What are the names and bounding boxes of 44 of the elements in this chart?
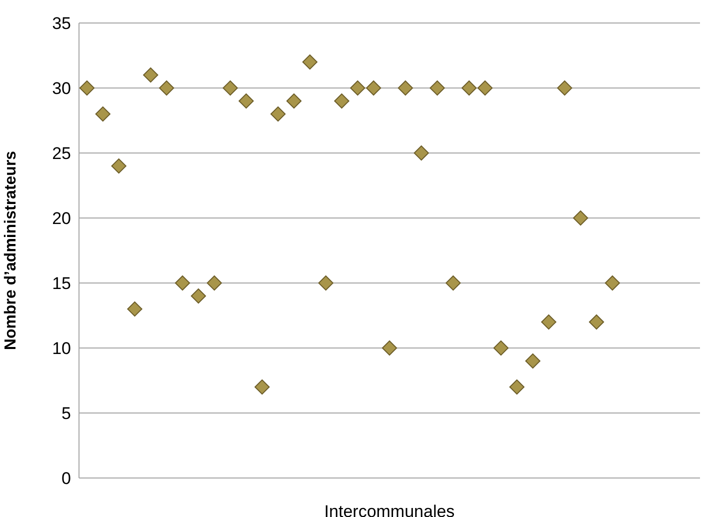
- point: [190, 288, 206, 304]
- y-tick-label: 10: [52, 339, 71, 358]
- x-axis-title: Intercommunales: [324, 502, 455, 517]
- point: [222, 80, 238, 96]
- point: [493, 340, 509, 356]
- point: [382, 340, 398, 356]
- point: [318, 275, 334, 291]
- point: [254, 379, 270, 395]
- y-tick-label: 5: [62, 404, 71, 424]
- y-tick-label: 25: [52, 144, 71, 164]
- point: [588, 314, 604, 330]
- point: [541, 314, 556, 330]
- point: [430, 80, 445, 96]
- point: [302, 54, 318, 70]
- point: [334, 93, 350, 109]
- point: [604, 275, 620, 291]
- point: [446, 275, 461, 291]
- point: [238, 93, 254, 109]
- y-tick-label: 30: [52, 79, 71, 98]
- point: [270, 106, 286, 122]
- point: [366, 80, 382, 96]
- point: [414, 145, 429, 161]
- point: [398, 80, 413, 96]
- point: [477, 80, 493, 96]
- point: [525, 353, 540, 369]
- point: [286, 93, 302, 109]
- point: [206, 275, 222, 291]
- point: [111, 158, 126, 174]
- point: [573, 210, 588, 226]
- point: [174, 275, 190, 291]
- point: [557, 80, 572, 96]
- y-tick-label: 20: [52, 209, 71, 228]
- point: [350, 80, 366, 96]
- y-axis-title: Nombre d’administrateurs: [2, 150, 20, 350]
- point: [509, 379, 524, 395]
- y-tick-label: 15: [52, 274, 71, 294]
- point: [79, 80, 95, 96]
- point: [143, 67, 158, 83]
- point: [159, 80, 174, 96]
- y-tick-label: 0: [62, 469, 71, 488]
- point: [462, 80, 477, 96]
- point: [127, 301, 142, 317]
- y-tick-label: 35: [52, 14, 71, 34]
- point: [95, 106, 110, 122]
